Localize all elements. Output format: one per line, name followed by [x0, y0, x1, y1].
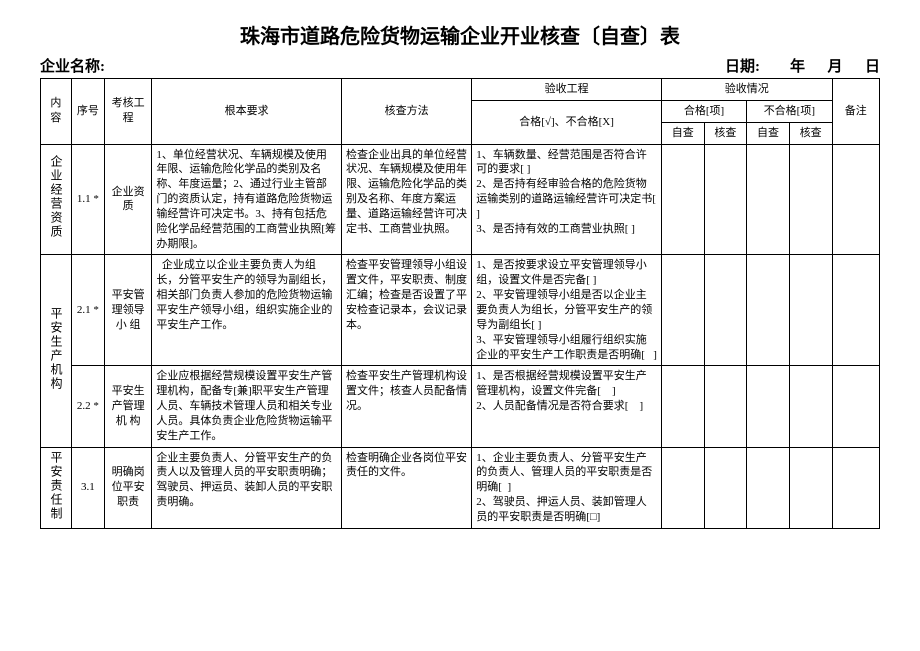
cell-pass-check	[704, 366, 747, 447]
group-label: 平安责任制	[41, 447, 72, 528]
cell-fail-self	[747, 255, 790, 366]
month-label: 月	[827, 55, 842, 76]
cell-proj: 明确岗位平安职责	[104, 447, 151, 528]
cell-no: 1.1 *	[71, 144, 104, 255]
cell-method: 检查平安管理领导小组设置文件，平安职责、制度汇编；检查是否设置了平安检查记录本，…	[341, 255, 471, 366]
header-row: 企业名称: 日期: 年 月 日	[40, 55, 880, 76]
cell-proj: 平安管理领导小 组	[104, 255, 151, 366]
cell-method: 检查平安生产管理机构设置文件；核查人员配备情况。	[341, 366, 471, 447]
th-pass-self: 自查	[661, 122, 704, 144]
cell-pass-check	[704, 255, 747, 366]
page-title: 珠海市道路危险货物运输企业开业核查〔自查〕表	[40, 20, 880, 49]
cell-no: 2.2 *	[71, 366, 104, 447]
table-row: 平安生产机构2.1 *平安管理领导小 组 企业成立以企业主要负责人为组长，分管平…	[41, 255, 880, 366]
cell-pass-check	[704, 447, 747, 528]
cell-method: 检查明确企业各岗位平安责任的文件。	[341, 447, 471, 528]
th-req: 根本要求	[152, 79, 342, 145]
date-block: 日期: 年 月 日	[725, 55, 880, 76]
th-content: 内容	[41, 79, 72, 145]
cell-fail-check	[789, 366, 832, 447]
cell-fail-check	[789, 255, 832, 366]
cell-proj: 企业资质	[104, 144, 151, 255]
cell-req: 企业成立以企业主要负责人为组长，分管平安生产的领导为副组长，相关部门负责人参加的…	[152, 255, 342, 366]
cell-fail-check	[789, 447, 832, 528]
cell-accept: 1、车辆数量、经营范围是否符合许可的要求[ ] 2、是否持有经审验合格的危险货物…	[472, 144, 662, 255]
cell-fail-check	[789, 144, 832, 255]
cell-no: 2.1 *	[71, 255, 104, 366]
cell-accept: 1、是否按要求设立平安管理领导小组，设置文件是否完备[ ] 2、平安管理领导小组…	[472, 255, 662, 366]
group-label: 企业经营资质	[41, 144, 72, 255]
th-method: 核查方法	[341, 79, 471, 145]
year-label: 年	[790, 55, 805, 76]
cell-remark	[832, 255, 879, 366]
th-no: 序号	[71, 79, 104, 145]
day-label: 日	[865, 55, 880, 76]
cell-pass-self	[661, 447, 704, 528]
th-fail-check: 核查	[789, 122, 832, 144]
cell-fail-self	[747, 447, 790, 528]
th-pass-check: 核查	[704, 122, 747, 144]
cell-req: 1、单位经营状况、车辆规模及使用年限、运输危险化学品的类别及名称、年度运量；2、…	[152, 144, 342, 255]
cell-pass-self	[661, 144, 704, 255]
cell-pass-self	[661, 366, 704, 447]
th-fail: 不合格[项]	[747, 100, 832, 122]
company-label: 企业名称:	[40, 55, 105, 76]
cell-no: 3.1	[71, 447, 104, 528]
th-remark: 备注	[832, 79, 879, 145]
group-label: 平安生产机构	[41, 255, 72, 447]
cell-req: 企业主要负责人、分管平安生产的负责人以及管理人员的平安职责明确；驾驶员、押运员、…	[152, 447, 342, 528]
th-fail-self: 自查	[747, 122, 790, 144]
cell-req: 企业应根据经营规模设置平安生产管理机构，配备专[兼]职平安生产管理人员、车辆技术…	[152, 366, 342, 447]
table-row: 2.2 *平安生产管理机 构企业应根据经营规模设置平安生产管理机构，配备专[兼]…	[41, 366, 880, 447]
cell-pass-self	[661, 255, 704, 366]
th-pass: 合格[项]	[661, 100, 746, 122]
date-label: 日期:	[725, 55, 760, 76]
cell-fail-self	[747, 144, 790, 255]
cell-remark	[832, 144, 879, 255]
table-row: 企业经营资质1.1 *企业资质1、单位经营状况、车辆规模及使用年限、运输危险化学…	[41, 144, 880, 255]
cell-accept: 1、企业主要负责人、分管平安生产的负责人、管理人员的平安职责是否明确[ ] 2、…	[472, 447, 662, 528]
th-accept-sub: 合格[√]、不合格[X]	[472, 100, 662, 144]
cell-pass-check	[704, 144, 747, 255]
cell-remark	[832, 447, 879, 528]
main-table: 内容 序号 考核工程 根本要求 核查方法 验收工程 验收情况 备注 合格[√]、…	[40, 78, 880, 529]
th-accept: 验收工程	[472, 79, 662, 101]
cell-fail-self	[747, 366, 790, 447]
cell-remark	[832, 366, 879, 447]
th-result: 验收情况	[661, 79, 832, 101]
th-proj: 考核工程	[104, 79, 151, 145]
cell-method: 检查企业出具的单位经营状况、车辆规模及使用年限、运输危险化学品的类别及名称、年度…	[341, 144, 471, 255]
cell-accept: 1、是否根据经营规模设置平安生产管理机构，设置文件完备[ ] 2、人员配备情况是…	[472, 366, 662, 447]
table-row: 平安责任制3.1明确岗位平安职责企业主要负责人、分管平安生产的负责人以及管理人员…	[41, 447, 880, 528]
cell-proj: 平安生产管理机 构	[104, 366, 151, 447]
